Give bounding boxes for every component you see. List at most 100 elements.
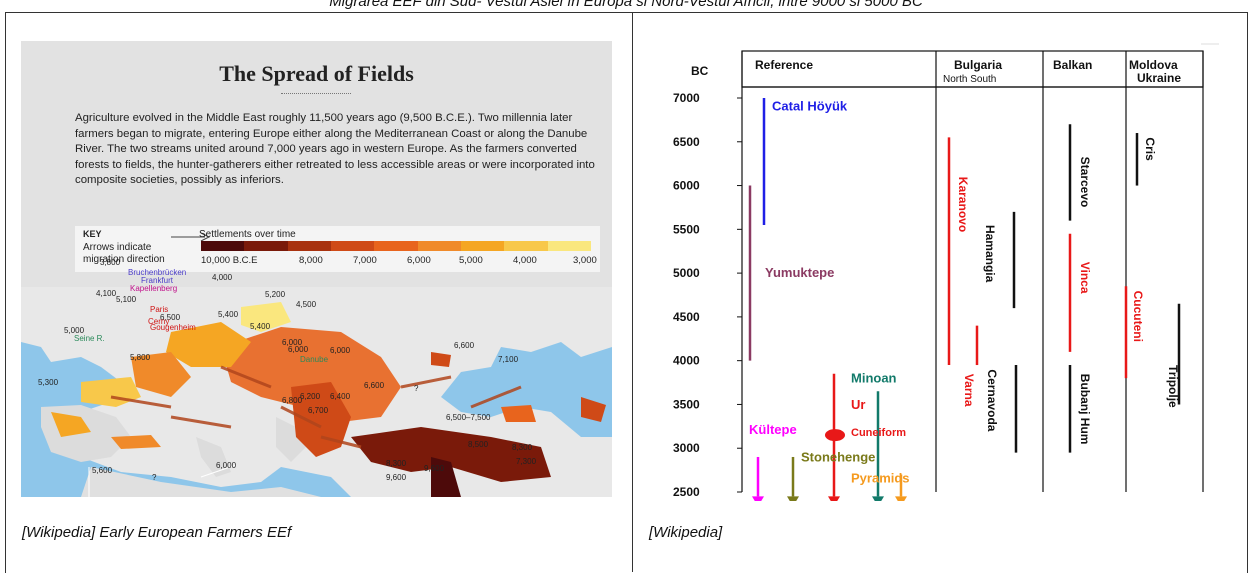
column-header-moldova: Moldova <box>1129 58 1178 72</box>
timeline-label: Hamangia <box>983 225 997 283</box>
map-label: 6,800 <box>282 396 303 405</box>
y-tick-label: 4500 <box>673 310 700 324</box>
map-label: 5,100 <box>116 295 137 304</box>
timeline-bar-kltepe-arrowhead <box>752 496 764 501</box>
map-label: 5,000 <box>64 326 85 335</box>
left-caption: [Wikipedia] Early European Farmers EEf <box>22 524 292 541</box>
map-label: 7,100 <box>498 355 519 364</box>
map-label: 6,700 <box>308 406 329 415</box>
map-label: 6,000 <box>330 346 351 355</box>
page-title: Migrarea EEF din Sud- Vestul Asiei în Eu… <box>329 0 923 10</box>
figure-description: Agriculture evolved in the Middle East r… <box>75 112 595 187</box>
map-label: 5,800 <box>130 353 151 362</box>
map-label: Gougenheim <box>150 323 196 332</box>
key-color-scale <box>201 241 591 251</box>
y-tick-label: 6000 <box>673 179 700 193</box>
key-color-swatch <box>417 241 461 251</box>
map-label: 4,500 <box>296 300 317 309</box>
y-tick-label: 6500 <box>673 135 700 149</box>
map-label: 6,500–7,500 <box>446 413 491 422</box>
map-label: 7,300 <box>516 457 537 466</box>
map-label: Frankfurt <box>141 276 174 285</box>
map-label: 5,400 <box>250 322 271 331</box>
timeline-chart: BC Reference Bulgaria North South Balkan Mold… <box>673 43 1219 501</box>
timeline-label: Cris <box>1143 137 1157 161</box>
map-label: ? <box>414 384 419 393</box>
map-label: 8,500 <box>468 440 489 449</box>
timeline-label: Starcevo <box>1078 157 1092 208</box>
timeline-bar-minoan-arrowhead <box>872 496 884 501</box>
map-label: Bruchenbrücken <box>128 268 187 277</box>
title-divider <box>281 93 351 95</box>
timeline-label: Pyramids <box>851 470 910 485</box>
key-color-swatch <box>287 241 331 251</box>
key-color-swatch <box>201 241 245 251</box>
arrow-icon <box>171 233 211 241</box>
map-label: 9,600 <box>386 473 407 482</box>
map-label: 6,400 <box>330 392 351 401</box>
timeline-label: Cernavoda <box>985 369 999 431</box>
map-label: 5,200 <box>265 290 286 299</box>
map-label: 3,800 <box>100 258 121 267</box>
right-caption: [Wikipedia] <box>649 524 723 541</box>
map-label: 9,600 <box>424 464 445 473</box>
y-tick-label: 7000 <box>673 91 700 105</box>
map-label: 6,000 <box>288 345 309 354</box>
timeline-bar-stonehenge-arrowhead <box>787 496 799 501</box>
key-tick-label: 8,000 <box>299 255 323 266</box>
y-tick-label: 3500 <box>673 397 700 411</box>
culture-timeline-figure: BC Reference Bulgaria North South Balkan Mold… <box>661 41 1219 501</box>
key-color-swatch <box>374 241 418 251</box>
key-tick-label: 4,000 <box>513 255 537 266</box>
map-label: 5,300 <box>38 378 59 387</box>
column-header-bulgaria: Bulgaria <box>954 58 1002 72</box>
map-label: 6,200 <box>300 392 321 401</box>
timeline-label: Ur <box>851 397 865 412</box>
map-label: Seine R. <box>74 334 105 343</box>
map-label: 6,500 <box>160 313 181 322</box>
y-axis-label: BC <box>691 64 709 78</box>
key-arrows-text: Arrows indicate migration direction <box>83 242 165 266</box>
key-arrows-line1: Arrows indicate <box>83 242 152 253</box>
figure-title: The Spread of Fields <box>219 61 414 86</box>
key-tick-label: 3,000 <box>573 255 597 266</box>
key-color-swatch <box>547 241 591 251</box>
timeline-label: Vinca <box>1078 262 1092 294</box>
y-tick-label: 2500 <box>673 485 700 499</box>
map-label: 8,300 <box>512 443 533 452</box>
table-divider <box>632 12 633 572</box>
map-label: Kapellenberg <box>130 284 178 293</box>
map-label: Danube <box>300 355 329 364</box>
map-label: 5,400 <box>218 310 239 319</box>
timeline-bar-pyramids-arrowhead <box>895 496 907 501</box>
timeline-label: Stonehenge <box>801 449 875 464</box>
y-tick-label: 3000 <box>673 441 700 455</box>
timeline-label: Varna <box>962 374 976 407</box>
timeline-label: Yumuktepe <box>765 265 834 280</box>
map-label: Paris <box>150 305 169 314</box>
table-frame <box>5 12 1248 573</box>
timeline-label: Bubanj Hum <box>1078 374 1092 445</box>
europe-map <box>21 287 612 497</box>
timeline-label: Cuneiform <box>851 427 906 439</box>
timeline-label: Tripolje <box>1166 365 1180 408</box>
column-header-reference: Reference <box>755 58 813 72</box>
timeline-label: Karanovo <box>956 177 970 232</box>
timeline-label: Kültepe <box>749 422 797 437</box>
timeline-label: Catal Höyük <box>772 98 848 113</box>
timeline-label: Minoan <box>851 371 897 386</box>
map-label: ? <box>152 473 157 482</box>
map-label: 6,000 <box>282 338 303 347</box>
key-color-swatch <box>330 241 375 251</box>
map-label: 6,600 <box>364 381 385 390</box>
map-label: 8,300 <box>386 459 407 468</box>
timeline-label: Cucuteni <box>1131 291 1145 342</box>
map-label: 6,000 <box>216 461 237 470</box>
map-label: Cerny <box>148 317 170 326</box>
key-tick-label: 10,000 B.C.E <box>201 255 258 266</box>
key-settlements-label: Settlements over time <box>199 229 296 240</box>
key-color-swatch <box>244 241 288 251</box>
key-color-swatch <box>504 241 548 251</box>
key-color-swatch <box>460 241 505 251</box>
y-tick-label: 5000 <box>673 266 700 280</box>
